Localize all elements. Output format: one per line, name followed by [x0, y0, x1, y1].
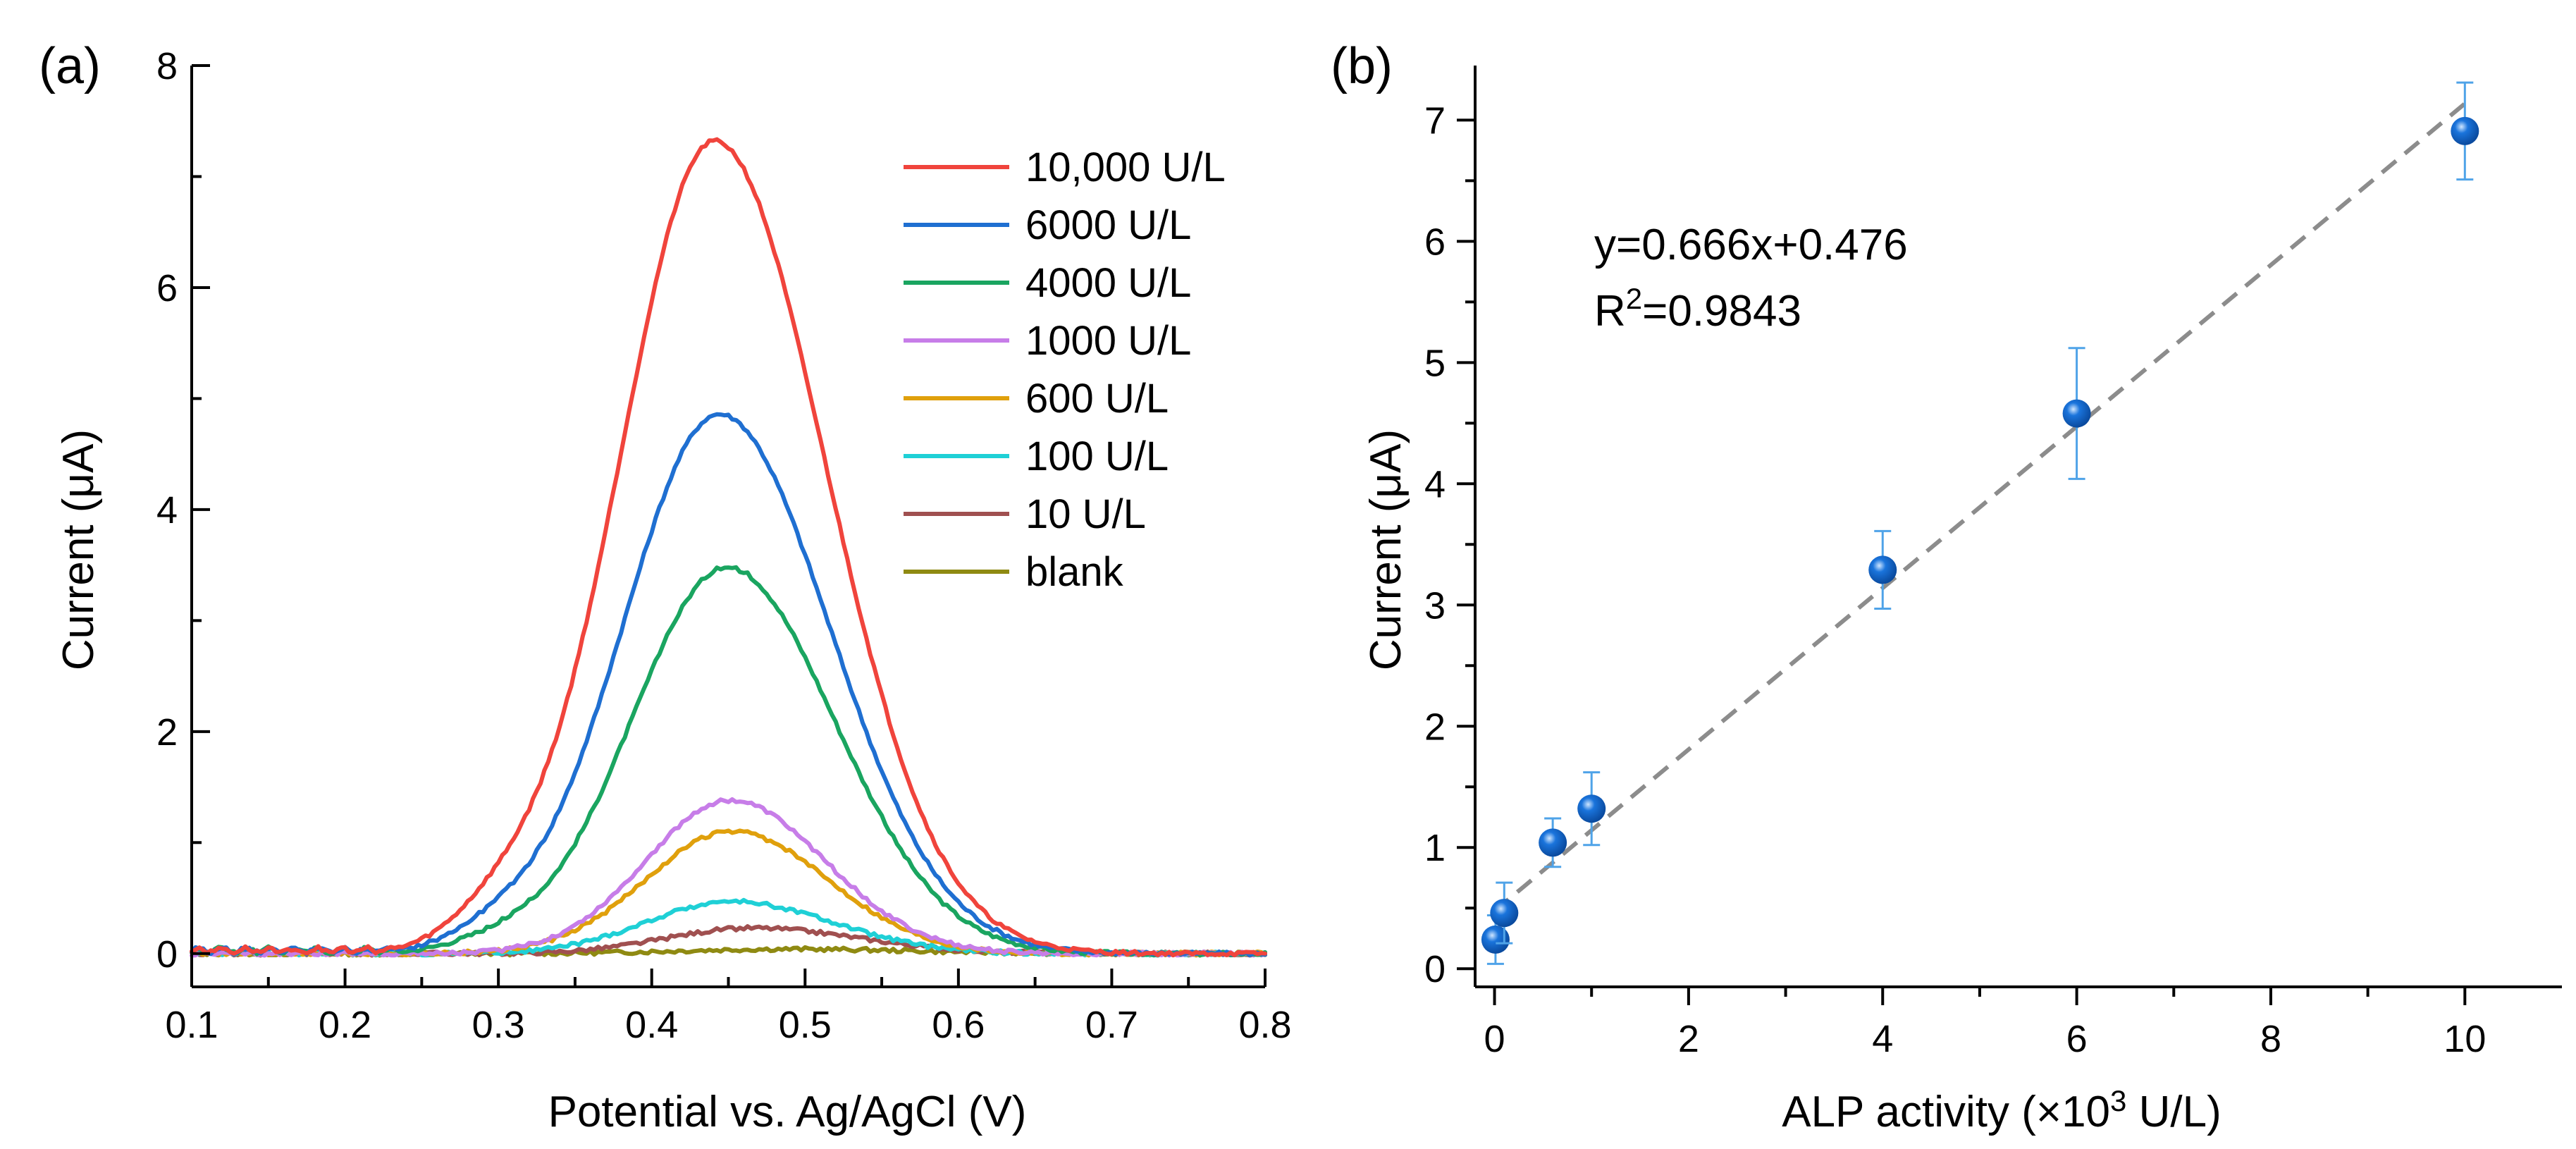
panel-b-y-tick-label: 0: [1424, 948, 1446, 990]
legend-label: 10,000 U/L: [1025, 145, 1226, 190]
fit-r-squared-sup: 2: [1626, 282, 1642, 315]
fit-r-squared: R2=0.9843: [1594, 282, 1801, 336]
panel-b-fit: [1493, 102, 2467, 913]
panel-a-x-tick-label: 0.3: [472, 1004, 525, 1046]
panel-b-y-tick-label: 2: [1424, 706, 1446, 748]
panel-a-x-axis-title: Potential vs. Ag/AgCl (V): [548, 1088, 1027, 1136]
panel-b-y-tick-label: 7: [1424, 99, 1446, 142]
legend-label: 1000 U/L: [1025, 318, 1191, 364]
panel-b-y-tick-label: 5: [1424, 342, 1446, 384]
panel-b-x-tick-label: 6: [2066, 1018, 2088, 1060]
panel-b-x-tick-label: 0: [1484, 1018, 1505, 1060]
legend-label: blank: [1025, 549, 1124, 595]
panel-b-y-tick-label: 1: [1424, 827, 1446, 869]
panel-b-y-axis-title: Current (μA): [1362, 429, 1410, 670]
legend-label: 600 U/L: [1025, 376, 1169, 422]
panel-b-label: (b): [1331, 38, 1393, 94]
panel-b-x-tick-label: 8: [2260, 1018, 2281, 1060]
panel-a-x-tick-label: 0.4: [625, 1004, 678, 1046]
panel-b-x-axis-title-sup: 3: [2110, 1084, 2126, 1117]
data-point: [1577, 794, 1606, 823]
data-point: [1481, 925, 1510, 954]
panel-a-legend: 10,000 U/L 6000 U/L 4000 U/L 1000 U/L 600 U/…: [904, 145, 1226, 595]
panel-a-curves: [190, 137, 1267, 958]
panel-a-y-tick-label: 8: [156, 45, 178, 87]
panel-a-x-tick-label: 0.5: [779, 1004, 832, 1046]
panel-b-y-tick-label: 4: [1424, 463, 1446, 505]
panel-b-x-tick-label: 10: [2443, 1018, 2486, 1060]
panel-a-x-tick-label: 0.2: [319, 1004, 371, 1046]
legend-label: 100 U/L: [1025, 434, 1169, 479]
panel-a-x-tick-label: 0.8: [1238, 1004, 1291, 1046]
fit-r-squared-prefix: R: [1594, 287, 1626, 336]
data-point: [1490, 899, 1519, 928]
panel-b-points: [1481, 81, 2479, 965]
data-point: [1539, 828, 1567, 857]
panel-b-axes: 0 2 4 6 8 10 0 1 2 3 4 5 6 7: [1424, 66, 2562, 1060]
fit-r-squared-value: =0.9843: [1642, 287, 1801, 336]
data-point: [2062, 399, 2091, 428]
fit-equation: y=0.666x+0.476: [1594, 221, 1908, 269]
panel-a-label: (a): [39, 38, 101, 94]
panel-b-x-axis-title-prefix: ALP activity (×10: [1782, 1088, 2110, 1136]
panel-a-y-tick-label: 0: [156, 933, 178, 976]
fit-line: [1493, 102, 2467, 913]
panel-a-axes: 0.1 0.2 0.3 0.4 0.5 0.6 0.7 0.8 0 2 4 6 8: [156, 45, 1292, 1046]
curve-10-000-u-l: [190, 137, 1267, 958]
legend-label: 4000 U/L: [1025, 260, 1191, 306]
panel-a-x-tick-label: 0.7: [1085, 1004, 1138, 1046]
curve-4000-u-l: [190, 565, 1267, 958]
panel-a-x-tick-label: 0.1: [165, 1004, 218, 1046]
panel-b-x-axis-title-suffix: U/L): [2126, 1088, 2221, 1136]
legend-label: 6000 U/L: [1025, 202, 1191, 248]
panel-a-voltammograms: (a) 0.1 0.2 0.3 0.4 0.5 0.6 0.7 0.8 0 2 4 6 8 Potent…: [39, 38, 1292, 1136]
data-point: [1868, 555, 1897, 584]
panel-a-x-tick-label: 0.6: [932, 1004, 985, 1046]
curve-1000-u-l: [190, 797, 1267, 958]
data-point: [2451, 116, 2479, 145]
panel-b-x-tick-label: 4: [1872, 1018, 1893, 1060]
panel-b-y-tick-label: 3: [1424, 584, 1446, 627]
panel-a-y-tick-label: 6: [156, 267, 178, 309]
curve-600-u-l: [190, 828, 1267, 958]
panel-a-y-tick-label: 4: [156, 489, 178, 532]
panel-b-x-axis-title: ALP activity (×103 U/L): [1782, 1084, 2221, 1136]
legend-label: 10 U/L: [1025, 491, 1146, 537]
panel-b-y-tick-label: 6: [1424, 221, 1446, 263]
panel-a-y-axis-title: Current (μA): [54, 429, 103, 670]
panel-a-y-tick-label: 2: [156, 711, 178, 754]
panel-b-x-tick-label: 2: [1678, 1018, 1699, 1060]
